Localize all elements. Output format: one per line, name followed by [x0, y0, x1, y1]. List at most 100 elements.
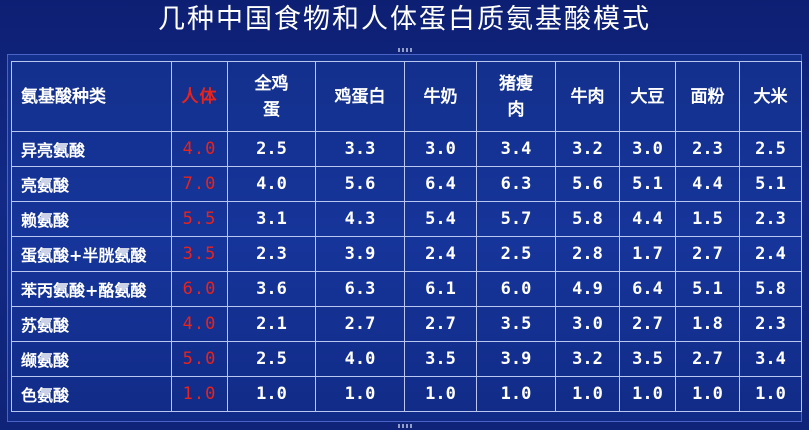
table-body: 异亮氨酸 4.0 2.5 3.3 3.0 3.4 3.2 3.0 2.3 2.5 亮氨酸 7.0 4.0… [11, 131, 802, 412]
table-cell: 2.8 [555, 236, 620, 272]
column-header-2: 全鸡蛋 [227, 61, 316, 132]
table-cell: 1.0 [171, 376, 228, 412]
table-cell: 2.5 [739, 131, 802, 167]
table-cell: 6.1 [404, 271, 477, 307]
table-cell: 3.5 [404, 341, 477, 377]
column-header-7: 大豆 [619, 61, 676, 132]
table-cell: 5.1 [739, 166, 802, 202]
column-header-3: 鸡蛋白 [315, 61, 405, 132]
table-cell: 4.0 [171, 306, 228, 342]
resize-handle-bottom[interactable] [398, 424, 412, 428]
table-cell: 3.0 [619, 131, 676, 167]
column-header-0: 氨基酸种类 [11, 61, 172, 132]
table-cell: 2.7 [675, 236, 740, 272]
resize-handle-top[interactable] [398, 48, 412, 52]
table-cell: 2.7 [315, 306, 405, 342]
table-cell: 2.5 [476, 236, 556, 272]
table-cell: 2.1 [227, 306, 316, 342]
amino-acid-table: 氨基酸种类 人体 全鸡蛋鸡蛋白 牛奶 猪瘦肉牛肉 大豆 面粉 大米 异亮氨酸 4.0 2.5 3.3… [11, 61, 802, 412]
table-cell: 7.0 [171, 166, 228, 202]
table-cell: 3.9 [315, 236, 405, 272]
table-cell: 3.5 [171, 236, 228, 272]
table-cell: 4.0 [315, 341, 405, 377]
table-row: 苏氨酸 4.0 2.1 2.7 2.7 3.5 3.0 2.7 1.8 2.3 [11, 306, 802, 342]
table-cell: 5.8 [555, 201, 620, 237]
table-cell: 5.7 [476, 201, 556, 237]
table-cell: 3.5 [619, 341, 676, 377]
table-cell: 1.0 [619, 376, 676, 412]
table-cell: 2.3 [739, 306, 802, 342]
table-cell: 3.2 [555, 131, 620, 167]
table-cell: 3.4 [739, 341, 802, 377]
table-cell: 3.3 [315, 131, 405, 167]
table-cell: 1.0 [476, 376, 556, 412]
table-cell: 1.0 [227, 376, 316, 412]
table-cell: 3.0 [404, 131, 477, 167]
table-cell: 2.4 [404, 236, 477, 272]
table-cell: 4.4 [675, 166, 740, 202]
table-cell: 1.0 [675, 376, 740, 412]
table-cell: 1.5 [675, 201, 740, 237]
amino-acid-name: 蛋氨酸+半胱氨酸 [11, 236, 172, 272]
table-row: 苯丙氨酸+酪氨酸 6.0 3.6 6.3 6.1 6.0 4.9 6.4 5.1 5.8 [11, 271, 802, 307]
table-cell: 1.0 [555, 376, 620, 412]
table-cell: 5.1 [675, 271, 740, 307]
table-cell: 5.6 [315, 166, 405, 202]
amino-acid-name: 缬氨酸 [11, 341, 172, 377]
table-cell: 3.5 [476, 306, 556, 342]
table-row: 异亮氨酸 4.0 2.5 3.3 3.0 3.4 3.2 3.0 2.3 2.5 [11, 131, 802, 167]
amino-acid-name: 异亮氨酸 [11, 131, 172, 167]
slide-title: 几种中国食物和人体蛋白质氨基酸模式 [158, 4, 651, 35]
amino-acid-name: 赖氨酸 [11, 201, 172, 237]
column-header-5: 猪瘦肉 [476, 61, 556, 132]
table-cell: 2.4 [739, 236, 802, 272]
table-row: 赖氨酸 5.5 3.1 4.3 5.4 5.7 5.8 4.4 1.5 2.3 [11, 201, 802, 237]
column-header-8: 面粉 [675, 61, 740, 132]
table-cell: 3.1 [227, 201, 316, 237]
amino-acid-name: 色氨酸 [11, 376, 172, 412]
table-cell: 2.3 [739, 201, 802, 237]
table-cell: 2.5 [227, 131, 316, 167]
table-cell: 6.4 [619, 271, 676, 307]
table-cell: 6.4 [404, 166, 477, 202]
column-header-6: 牛肉 [555, 61, 620, 132]
table-cell: 6.0 [476, 271, 556, 307]
table-cell: 1.8 [675, 306, 740, 342]
table-cell: 4.3 [315, 201, 405, 237]
table-cell: 5.8 [739, 271, 802, 307]
table-cell: 6.3 [476, 166, 556, 202]
table-cell: 3.0 [555, 306, 620, 342]
table-cell: 4.0 [227, 166, 316, 202]
table-row: 缬氨酸 5.0 2.5 4.0 3.5 3.9 3.2 3.5 2.7 3.4 [11, 341, 802, 377]
table-cell: 6.3 [315, 271, 405, 307]
table-row: 亮氨酸 7.0 4.0 5.6 6.4 6.3 5.6 5.1 4.4 5.1 [11, 166, 802, 202]
header-row: 氨基酸种类 人体 全鸡蛋鸡蛋白 牛奶 猪瘦肉牛肉 大豆 面粉 大米 [11, 61, 802, 132]
amino-acid-name: 亮氨酸 [11, 166, 172, 202]
table-cell: 2.3 [227, 236, 316, 272]
table-cell: 4.0 [171, 131, 228, 167]
table-row: 蛋氨酸+半胱氨酸 3.5 2.3 3.9 2.4 2.5 2.8 1.7 2.7 2.4 [11, 236, 802, 272]
table-row: 色氨酸 1.0 1.0 1.0 1.0 1.0 1.0 1.0 1.0 1.0 [11, 376, 802, 412]
table-cell: 1.0 [739, 376, 802, 412]
column-header-1: 人体 [171, 61, 228, 132]
column-header-4: 牛奶 [404, 61, 477, 132]
table-cell: 4.9 [555, 271, 620, 307]
table-cell: 3.4 [476, 131, 556, 167]
table-cell: 3.6 [227, 271, 316, 307]
table-cell: 5.0 [171, 341, 228, 377]
amino-acid-name: 苏氨酸 [11, 306, 172, 342]
table-cell: 1.7 [619, 236, 676, 272]
amino-acid-name: 苯丙氨酸+酪氨酸 [11, 271, 172, 307]
table-cell: 1.0 [404, 376, 477, 412]
table-cell: 6.0 [171, 271, 228, 307]
table-cell: 2.7 [675, 341, 740, 377]
column-header-9: 大米 [739, 61, 802, 132]
table-cell: 2.5 [227, 341, 316, 377]
table-cell: 2.7 [619, 306, 676, 342]
table-cell: 2.7 [404, 306, 477, 342]
table-cell: 5.4 [404, 201, 477, 237]
table-cell: 5.6 [555, 166, 620, 202]
table-cell: 2.3 [675, 131, 740, 167]
table-cell: 1.0 [315, 376, 405, 412]
table-cell: 5.5 [171, 201, 228, 237]
